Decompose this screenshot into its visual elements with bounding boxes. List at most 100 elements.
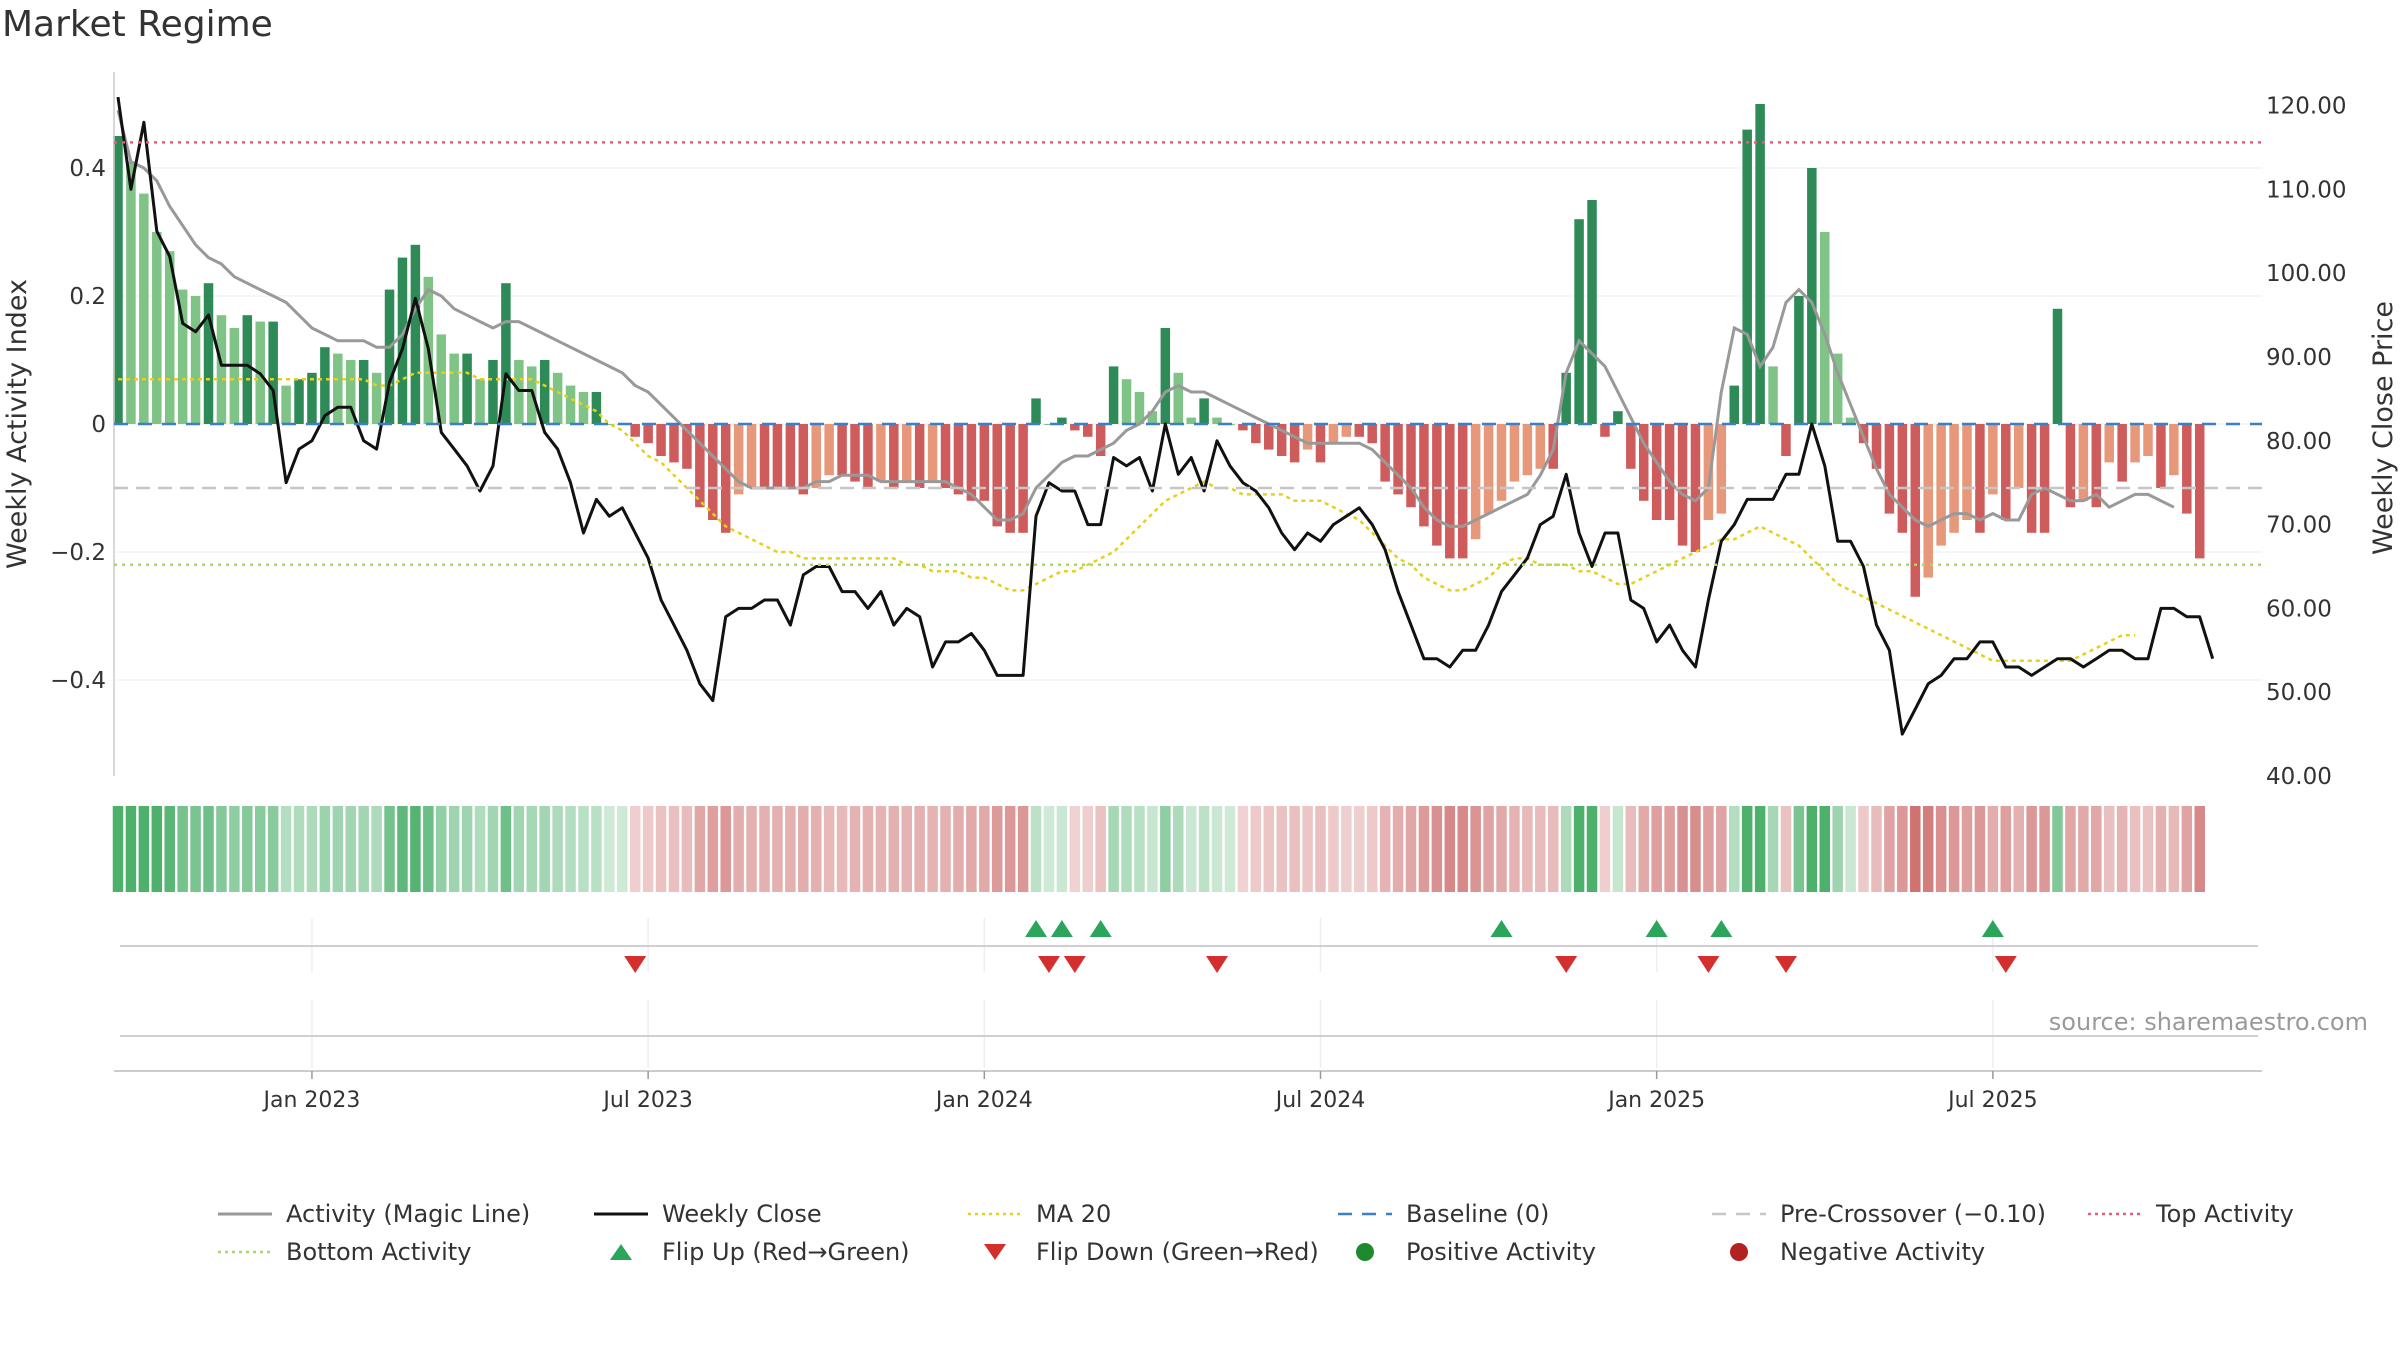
activity-bar (1949, 424, 1959, 533)
activity-bar (229, 328, 240, 424)
legend-label: Pre-Crossover (−0.10) (1780, 1200, 2047, 1228)
market-regime-chart: 0.4 0.2 0 −0.2 −0.4 120.00 110.00 100.00 90.00 80… (2, 72, 2399, 1113)
activity-bar (979, 424, 990, 501)
regime-cell (591, 806, 602, 892)
regime-cell (203, 806, 214, 892)
activity-bar (268, 321, 278, 424)
regime-cell (2078, 806, 2089, 892)
regime-cell (1185, 806, 1197, 892)
regime-cell (1651, 806, 1662, 892)
regime-cell (1418, 806, 1430, 892)
regime-cell (991, 806, 1003, 892)
activity-bar (1199, 398, 1209, 424)
legend-label: Bottom Activity (286, 1238, 472, 1266)
activity-bar (1005, 424, 1015, 533)
activity-bar (1432, 424, 1442, 546)
activity-bar (410, 244, 421, 424)
activity-bar (1884, 424, 1895, 514)
regime-cell (875, 806, 887, 892)
activity-bar (1173, 372, 1184, 424)
activity-bar (1871, 424, 1882, 469)
activity-bar (177, 289, 188, 424)
regime-cell (2116, 806, 2128, 892)
regime-cell (849, 806, 861, 892)
activity-bar (294, 379, 304, 424)
regime-cell (293, 806, 305, 892)
regime-cell (1431, 806, 1443, 892)
legend-swatch (218, 1250, 272, 1254)
regime-cell (1560, 806, 1572, 892)
regime-cell (681, 806, 693, 892)
legend-item-pos: Positive Activity (1336, 1238, 1596, 1266)
activity-bar (358, 360, 369, 424)
regime-cell (642, 806, 654, 892)
regime-cell (746, 806, 757, 892)
regime-cell (1082, 806, 1093, 892)
triangle-down-icon (984, 1244, 1006, 1260)
regime-cell (280, 806, 292, 892)
flip-down-marker (1063, 956, 1086, 973)
legend-swatch (1712, 1212, 1766, 1216)
regime-cell (1004, 806, 1016, 892)
regime-cell (940, 806, 951, 892)
regime-cell (1392, 806, 1404, 892)
activity-bar (1186, 417, 1196, 424)
activity-bar (759, 424, 770, 488)
regime-cell (397, 806, 408, 892)
activity-bar (203, 283, 214, 424)
regime-cell (1716, 806, 1727, 892)
activity-bar (940, 424, 951, 488)
activity-bar (682, 424, 692, 469)
regime-cell (164, 806, 175, 892)
activity-bar (1083, 424, 1093, 437)
regime-cell (1030, 806, 1042, 892)
regime-cell (539, 806, 550, 892)
regime-cell (1056, 806, 1068, 892)
flip-up-marker (1490, 920, 1513, 937)
legend-swatch (984, 1244, 1006, 1260)
regime-cell (1612, 806, 1624, 892)
regime-cell (836, 806, 848, 892)
flip-up-marker (1981, 920, 2004, 937)
activity-bar (449, 353, 459, 424)
regime-cell (1987, 806, 1999, 892)
activity-bar (1897, 424, 1908, 533)
regime-cell (629, 806, 641, 892)
activity-bar (1328, 424, 1339, 444)
activity-bar (384, 289, 395, 424)
legend-label: Weekly Close (662, 1200, 822, 1228)
left-tick-label: −0.4 (50, 668, 106, 694)
legend-item-baseline: Baseline (0) (1336, 1200, 1549, 1228)
legend-item-flip_up: Flip Up (Red→Green) (592, 1238, 910, 1266)
activity-bar (1134, 392, 1145, 424)
regime-cell (1586, 806, 1598, 892)
activity-bar (1276, 424, 1287, 456)
activity-bar (1587, 200, 1597, 424)
activity-bar (850, 424, 860, 482)
regime-cell (1043, 806, 1055, 892)
regime-cell (914, 806, 925, 892)
activity-bar (656, 424, 666, 456)
activity-bar (630, 424, 640, 437)
regime-cell (2103, 806, 2115, 892)
activity-bar (1031, 398, 1041, 424)
activity-bar (1561, 372, 1571, 424)
left-tick-label: 0.2 (69, 284, 106, 310)
activity-bar (2194, 424, 2205, 559)
legend-item-close: Weekly Close (592, 1200, 822, 1228)
activity-bar (1975, 424, 1985, 533)
x-tick-label: Jan 2025 (1606, 1088, 1705, 1113)
activity-bar (333, 353, 343, 424)
activity-bar (2169, 424, 2179, 476)
regime-cell (1483, 806, 1494, 892)
legend-item-flip_down: Flip Down (Green→Red) (966, 1238, 1319, 1266)
regime-cell (526, 806, 538, 892)
flip-down-marker (1994, 956, 2017, 973)
legend-label: MA 20 (1036, 1200, 1112, 1228)
activity-bar (1044, 424, 1054, 425)
activity-bar (1341, 424, 1352, 437)
series-lines (116, 96, 2215, 736)
right-tick-label: 70.00 (2266, 513, 2332, 539)
legend-label: Positive Activity (1406, 1238, 1596, 1266)
right-tick-label: 110.00 (2266, 177, 2346, 203)
